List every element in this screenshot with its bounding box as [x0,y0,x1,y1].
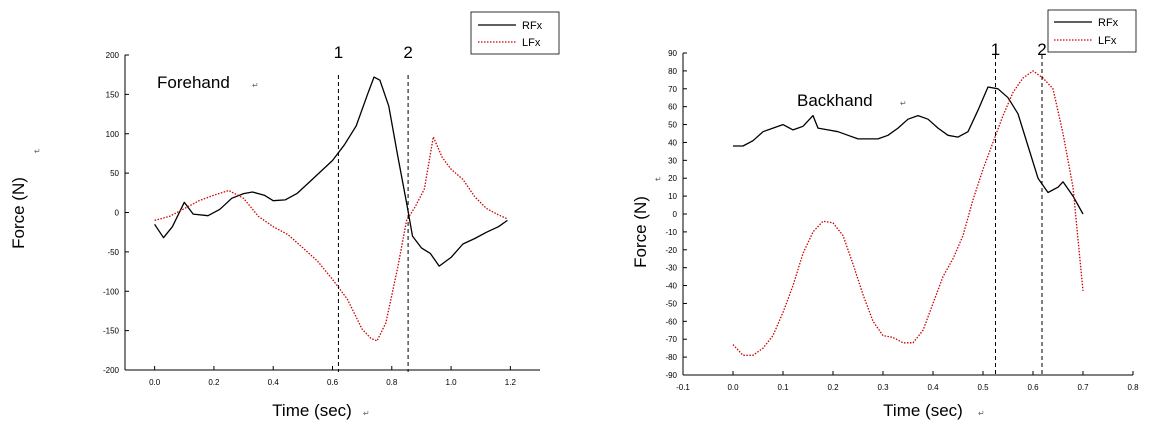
forehand-y-tick-label: 150 [106,90,120,99]
backhand-y-tick-label: -30 [665,264,677,273]
backhand-x-axis-label: Time (sec) [883,401,963,420]
forehand-legend: RFx LFx [470,11,560,55]
backhand-annotation-glyph: ↵ [900,99,907,108]
forehand-y-axis-label-glyph: ↵ [34,147,41,156]
forehand-legend-label-rfx: RFx [522,20,543,32]
forehand-y-axis-label: Force (N) [9,177,28,249]
forehand-y-tick-label: -200 [103,366,120,375]
backhand-y-tick-label: -90 [665,371,677,380]
backhand-legend-box [1047,9,1137,53]
forehand-y-tick-label: 50 [110,169,119,178]
backhand-series-rfx [733,86,1084,215]
backhand-x-tick-label: 0.2 [827,383,839,392]
backhand-x-tick-label: -0.1 [676,383,690,392]
forehand-y-tick-label: 100 [106,130,120,139]
forehand-x-tick-label: 1.0 [446,378,458,387]
backhand-y-tick-label: -10 [665,228,677,237]
backhand-y-tick-label: 0 [673,210,678,219]
backhand-series-lfx [732,70,1084,356]
backhand-x-tick-label: 0.8 [1127,383,1139,392]
backhand-y-tick-label: 20 [668,174,677,183]
forehand-y-tick-label: -100 [103,287,120,296]
forehand-y-tick-label: 200 [106,51,120,60]
backhand-marker-label-1: 1 [991,40,1000,59]
backhand-y-axis-label: Force (N) [631,196,650,268]
backhand-chart: 1 2 -0.1 0.0 0.1 0.2 0.3 0.4 0.5 0.6 0.7 0.8 -90 -80… [631,9,1139,420]
backhand-y-tick-label: 30 [668,156,677,165]
forehand-x-tick-label: 0.0 [149,378,161,387]
forehand-y-tick-label: 0 [115,209,120,218]
backhand-y-tick-label: 70 [668,85,677,94]
forehand-y-tick-label: -50 [107,248,119,257]
forehand-marker-label-1: 1 [334,43,343,62]
forehand-chart: 1 2 0.0 0.2 0.4 0.6 0.8 1.0 1.2 -200 -150 -100 -50 0… [9,11,560,420]
forehand-x-tick-label: 0.2 [208,378,220,387]
forehand-series-rfx [154,76,508,267]
backhand-x-tick-label: 0.0 [727,383,739,392]
forehand-x-tick-label: 0.6 [327,378,339,387]
forehand-x-tick-label: 1.2 [505,378,517,387]
backhand-y-tick-label: -80 [665,353,677,362]
forehand-x-axis-label-glyph: ↵ [363,409,370,418]
backhand-y-tick-label: -40 [665,282,677,291]
backhand-x-tick-label: 0.4 [927,383,939,392]
forehand-y-tick-label: -150 [103,327,120,336]
backhand-legend-label-rfx: RFx [1098,17,1119,29]
forehand-x-tick-label: 0.4 [268,378,280,387]
backhand-y-tick-label: -60 [665,317,677,326]
backhand-x-tick-label: 0.5 [977,383,989,392]
backhand-x-tick-label: 0.3 [877,383,889,392]
backhand-x-tick-label: 0.7 [1077,383,1089,392]
forehand-x-tick-label: 0.8 [386,378,398,387]
backhand-legend-label-lfx: LFx [1098,35,1117,47]
backhand-y-tick-label: 90 [668,49,677,58]
backhand-y-tick-label: 60 [668,103,677,112]
backhand-annotation: Backhand [797,91,873,110]
backhand-y-tick-label: 50 [668,121,677,130]
backhand-marker-label-2: 2 [1037,40,1046,59]
forehand-series-lfx [154,136,508,342]
backhand-x-tick-label: 0.6 [1027,383,1039,392]
backhand-y-tick-label: 80 [668,67,677,76]
forehand-annotation: Forehand [157,73,230,92]
backhand-y-tick-label: -50 [665,299,677,308]
forehand-legend-box [470,11,560,55]
forehand-annotation-glyph: ↵ [252,81,259,90]
backhand-y-axis-label-glyph: ↵ [655,175,662,184]
backhand-y-tick-label: 10 [668,192,677,201]
forehand-x-axis-label: Time (sec) [272,401,352,420]
forehand-marker-label-2: 2 [403,43,412,62]
backhand-x-axis-label-glyph: ↵ [978,409,985,418]
backhand-legend: RFx LFx [1047,9,1137,53]
backhand-x-tick-label: 0.1 [777,383,789,392]
backhand-y-tick-label: 40 [668,138,677,147]
backhand-y-tick-label: -70 [665,335,677,344]
forehand-legend-label-lfx: LFx [522,37,541,49]
backhand-y-tick-label: -20 [665,246,677,255]
